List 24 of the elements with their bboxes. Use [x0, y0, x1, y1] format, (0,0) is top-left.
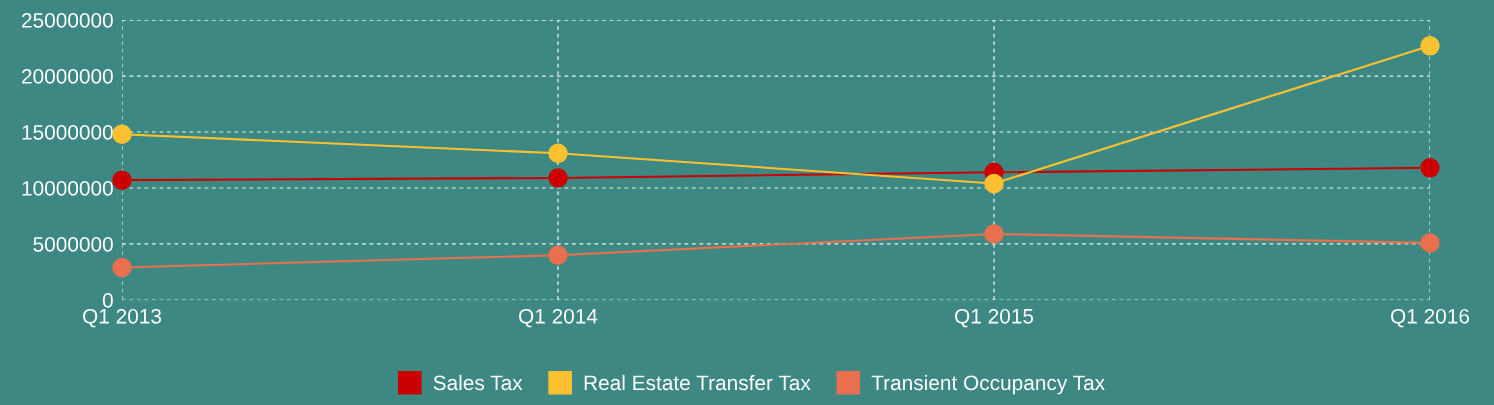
- point: [984, 224, 1004, 244]
- x-tick-label: Q1 2016: [1391, 308, 1470, 328]
- x-tick-label: Q1 2013: [83, 308, 162, 328]
- point: [112, 257, 132, 278]
- point: [548, 168, 568, 188]
- y-tick-label: 15000000: [22, 125, 113, 140]
- y-tick-label: 25000000: [22, 13, 113, 28]
- x-tick-label: Q1 2015: [955, 308, 1034, 328]
- point: [548, 245, 568, 265]
- legend-label: Real Estate Transfer Tax: [584, 374, 811, 391]
- point: [984, 173, 1004, 194]
- point: [548, 143, 568, 164]
- legend-label: Sales Tax: [433, 374, 523, 391]
- point: [1420, 36, 1440, 56]
- y-tick-label: 0: [102, 293, 113, 308]
- point: [1420, 233, 1440, 253]
- point: [112, 124, 132, 144]
- point: [112, 170, 132, 190]
- y-tick-label: 20000000: [22, 69, 113, 84]
- y-tick-label: 10000000: [22, 181, 113, 196]
- legend-label: Transient Occupancy Tax: [871, 374, 1105, 395]
- x-tick-label: Q1 2014: [519, 308, 598, 328]
- y-tick-label: 5000000: [33, 237, 113, 252]
- point: [1420, 158, 1440, 178]
